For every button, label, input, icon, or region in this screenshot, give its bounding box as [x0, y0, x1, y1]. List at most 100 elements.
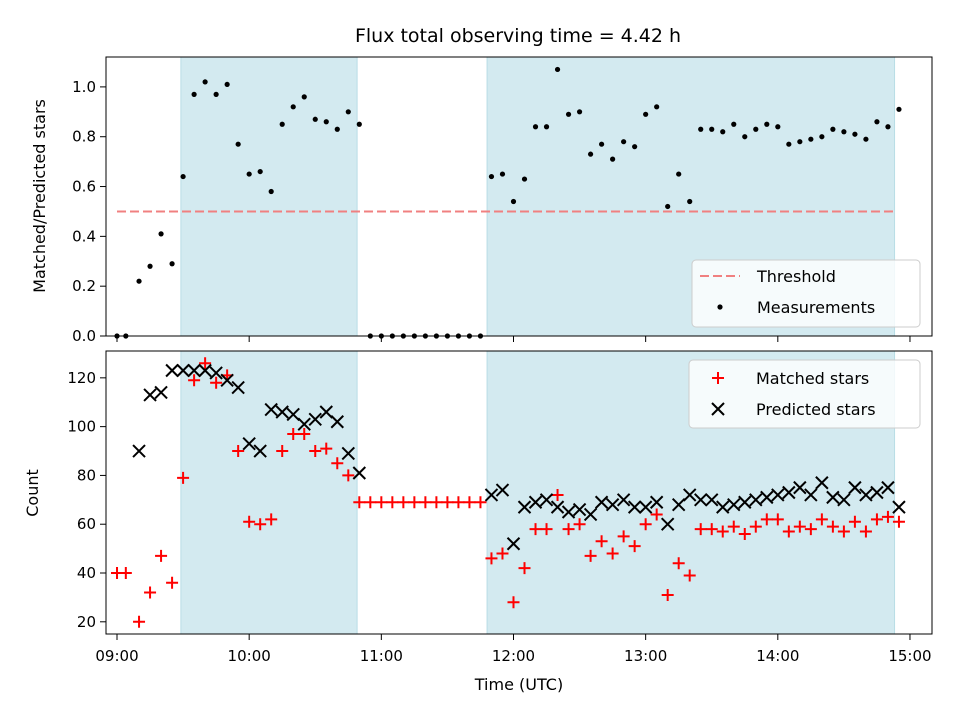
- measurement-point-1335: [720, 129, 726, 135]
- predicted-point-1310: [660, 517, 675, 531]
- ratio-panel-y-ticks: 0.0 0.2 0.4 0.6 0.8 1.0: [72, 78, 106, 345]
- shaded-interval-1: [180, 350, 358, 635]
- matched-point-1245: [606, 547, 619, 560]
- matched-point-1040: [331, 457, 344, 470]
- matched-point-1445: [870, 513, 883, 526]
- predicted-point-1205: [517, 500, 532, 514]
- matched-point-0935: [188, 374, 201, 387]
- ratio-panel-ylabel: Matched/Predicted stars: [30, 99, 49, 293]
- measurement-point-1455: [896, 106, 902, 112]
- matched-point-1115: [408, 496, 421, 509]
- measurement-point-1000: [246, 171, 252, 177]
- matched-point-1250: [617, 530, 630, 543]
- predicted-point-0935: [187, 363, 201, 378]
- predicted-point-1345: [738, 495, 752, 509]
- count-y-tick-label-20: 20: [77, 613, 96, 631]
- predicted-point-1155: [495, 483, 510, 497]
- measurement-point-1450: [885, 124, 891, 130]
- measurement-point-1305: [654, 104, 660, 110]
- matched-point-1355: [760, 513, 773, 526]
- measurement-point-1040: [334, 126, 340, 132]
- measurement-point-1330: [709, 126, 715, 132]
- matched-point-1215: [540, 523, 553, 536]
- predicted-point-0950: [220, 373, 234, 387]
- measurement-point-1255: [632, 144, 638, 150]
- matched-point-1100: [375, 496, 388, 509]
- matched-point-1235: [584, 549, 597, 562]
- predicted-point-1340: [727, 497, 741, 512]
- ratio-y-tick-label-1.0: 1.0: [72, 78, 96, 96]
- x-tick-label-1300: 13:00: [624, 647, 667, 665]
- measurement-point-1320: [687, 198, 693, 205]
- matched-point-1255: [628, 540, 641, 553]
- matched-point-1020: [287, 427, 300, 440]
- count-panel: 20 40 60 80 100 120 09:00 10:00 11:00 12:00 13:00…: [23, 350, 933, 694]
- predicted-point-1000: [242, 436, 256, 451]
- matched-point-1000: [243, 515, 256, 528]
- chart-title: Flux total observing time = 4.42 h: [355, 25, 681, 47]
- measurement-point-1030: [312, 116, 318, 122]
- measurement-point-1445: [874, 119, 880, 125]
- measurement-point-1315: [676, 171, 682, 177]
- matched-point-1225: [562, 523, 575, 536]
- ratio-y-tick-label-0.2: 0.2: [72, 277, 96, 295]
- predicted-point-1255: [627, 500, 642, 514]
- measurement-point-1250: [621, 139, 627, 145]
- predicted-point-1235: [583, 507, 598, 522]
- measurement-point-1310: [665, 203, 671, 210]
- matched-point-1350: [749, 520, 762, 533]
- matched-point-0940: [199, 357, 212, 370]
- count-panel-frame: [105, 350, 933, 635]
- matched-point-1410: [793, 520, 806, 533]
- matched-point-1150: [485, 552, 498, 565]
- matched-point-1325: [694, 523, 707, 536]
- count-y-tick-label-120: 120: [67, 369, 96, 387]
- matched-point-1405: [782, 525, 795, 538]
- matched-point-1305: [650, 508, 663, 521]
- matched-point-1420: [815, 513, 828, 526]
- measurement-point-1325: [698, 126, 704, 132]
- ratio-y-tick-label-0.8: 0.8: [72, 128, 96, 146]
- measurement-point-1400: [775, 124, 781, 130]
- measurement-point-1010: [268, 188, 274, 195]
- matched-point-1310: [661, 588, 674, 601]
- matched-point-1335: [716, 525, 729, 538]
- measurement-point-1410: [797, 139, 803, 145]
- predicted-point-1005: [253, 444, 267, 458]
- predicted-point-1215: [539, 493, 554, 507]
- measurement-point-1045: [345, 109, 351, 115]
- predicted-point-1435: [848, 480, 862, 495]
- measurement-point-1035: [323, 119, 329, 125]
- measurement-point-1415: [808, 136, 814, 142]
- measurement-point-0935: [191, 91, 197, 97]
- matched-point-1430: [837, 525, 850, 538]
- measurement-point-0940: [202, 79, 208, 85]
- measurement-point-1340: [731, 121, 737, 127]
- matched-point-0904: [119, 567, 132, 580]
- predicted-point-1330: [705, 493, 719, 507]
- measurement-point-1210: [532, 124, 539, 130]
- ratio-panel: 0.0 0.2 0.4 0.6 0.8 1.0 Matched/Predicted sta…: [30, 56, 933, 345]
- matched-point-1025: [298, 427, 311, 440]
- matched-point-1220: [551, 488, 564, 501]
- predicted-point-1410: [793, 480, 807, 495]
- matched-point-0925: [166, 576, 179, 589]
- count-panel-ylabel: Count: [23, 469, 42, 517]
- predicted-point-1450: [881, 480, 895, 495]
- matched-point-0920: [155, 549, 168, 562]
- matched-point-1315: [672, 557, 685, 570]
- measurement-point-0925: [169, 261, 175, 267]
- predicted-point-1400: [771, 488, 785, 502]
- measurement-point-1350: [753, 126, 759, 132]
- ratio-y-tick-label-0.0: 0.0: [72, 327, 96, 345]
- predicted-point-0915: [143, 388, 157, 402]
- measurement-point-1225: [565, 111, 572, 117]
- measurement-point-1405: [786, 141, 792, 147]
- matched-point-1440: [859, 525, 872, 538]
- matched-point-0930: [177, 471, 190, 484]
- measurement-point-0920: [158, 231, 164, 237]
- matched-point-1135: [452, 496, 465, 509]
- measurement-point-1230: [576, 109, 583, 115]
- measurement-point-1220: [554, 66, 561, 73]
- predicted-point-1425: [826, 490, 840, 505]
